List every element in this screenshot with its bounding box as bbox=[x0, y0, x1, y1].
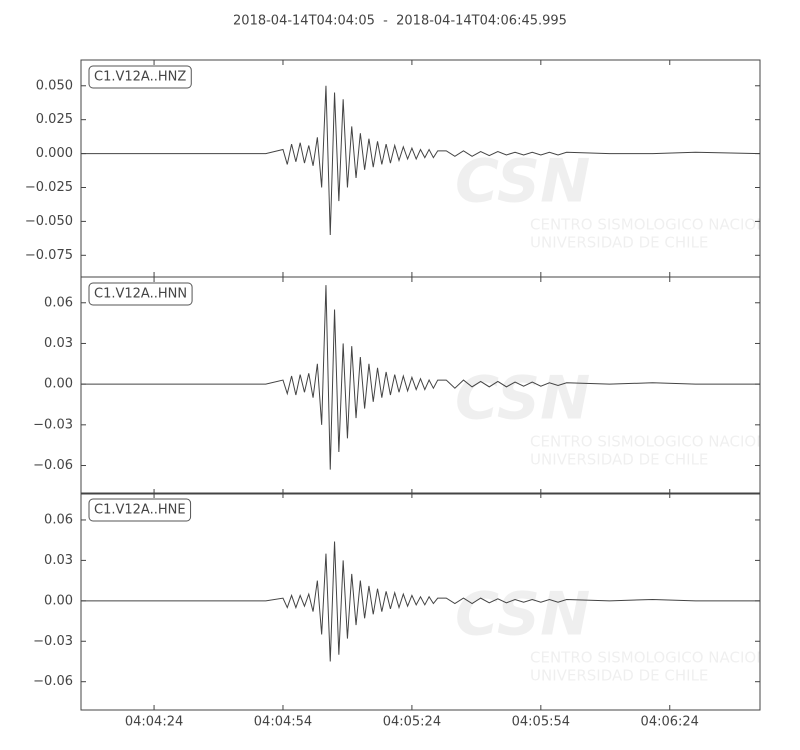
y-tick-label: −0.03 bbox=[33, 634, 73, 649]
y-tick-label: 0.00 bbox=[44, 377, 73, 392]
y-tick-label: 0.000 bbox=[36, 146, 73, 161]
waveform bbox=[81, 285, 760, 470]
y-tick-label: −0.050 bbox=[25, 214, 73, 229]
watermark-line: CENTRO SISMOLOGICO NACIONAL bbox=[530, 433, 787, 451]
trace-label-box bbox=[88, 282, 193, 306]
axes-frame bbox=[80, 492, 761, 711]
y-tick-label: 0.03 bbox=[44, 553, 73, 568]
waveform bbox=[81, 85, 760, 235]
watermark-line: CENTRO SISMOLOGICO NACIONAL bbox=[530, 216, 787, 234]
y-tick-label: 0.03 bbox=[44, 336, 73, 351]
y-tick-label: 0.025 bbox=[36, 112, 73, 127]
trace-label: C1.V12A..HNN bbox=[94, 287, 187, 302]
y-tick-label: −0.06 bbox=[33, 674, 73, 689]
x-tick-label: 04:05:54 bbox=[512, 715, 570, 730]
trace-label: C1.V12A..HNZ bbox=[94, 70, 186, 85]
watermark-line: UNIVERSIDAD DE CHILE bbox=[530, 234, 708, 252]
y-tick-label: −0.03 bbox=[33, 417, 73, 432]
waveform bbox=[81, 541, 760, 662]
y-tick-label: 0.06 bbox=[44, 512, 73, 527]
x-tick-label: 04:04:24 bbox=[125, 715, 183, 730]
watermark-line: UNIVERSIDAD DE CHILE bbox=[530, 451, 708, 469]
x-tick-label: 04:05:24 bbox=[383, 715, 441, 730]
y-tick-label: −0.06 bbox=[33, 458, 73, 473]
watermark-logo: CSN bbox=[455, 364, 590, 434]
watermark-logo: CSN bbox=[455, 147, 590, 217]
trace-label-box bbox=[88, 498, 192, 522]
chart-title: 2018-04-14T04:04:05 - 2018-04-14T04:06:4… bbox=[233, 14, 567, 29]
trace-label: C1.V12A..HNE bbox=[94, 503, 186, 518]
y-tick-label: 0.06 bbox=[44, 295, 73, 310]
trace-label-box bbox=[88, 65, 192, 89]
watermark-line: UNIVERSIDAD DE CHILE bbox=[530, 667, 708, 685]
y-tick-label: 0.00 bbox=[44, 593, 73, 608]
x-tick-label: 04:06:24 bbox=[641, 715, 699, 730]
axes-frame bbox=[80, 276, 761, 495]
y-tick-label: −0.025 bbox=[25, 180, 73, 195]
watermark-logo: CSN bbox=[455, 580, 590, 650]
y-tick-label: 0.050 bbox=[36, 78, 73, 93]
y-tick-label: −0.075 bbox=[25, 248, 73, 263]
watermark-line: CENTRO SISMOLOGICO NACIONAL bbox=[530, 649, 787, 667]
x-tick-label: 04:04:54 bbox=[254, 715, 312, 730]
